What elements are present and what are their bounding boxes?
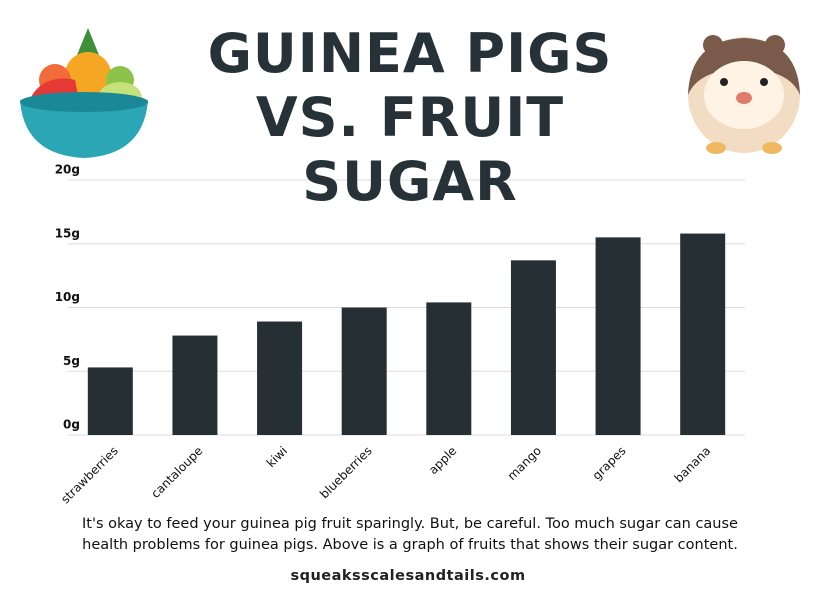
x-tick-label: mango bbox=[505, 444, 544, 483]
bar bbox=[172, 335, 218, 435]
bar bbox=[510, 260, 556, 435]
bar bbox=[595, 237, 641, 435]
y-tick-label: 20g bbox=[55, 163, 80, 177]
y-tick-label: 5g bbox=[63, 354, 80, 368]
source: squeaksscalesandtails.com bbox=[290, 568, 526, 584]
bar bbox=[426, 302, 472, 435]
x-tick-label: banana bbox=[672, 444, 714, 486]
bar bbox=[341, 307, 387, 435]
bar bbox=[257, 321, 303, 435]
x-tick-label: blueberries bbox=[317, 444, 375, 502]
caption: It's okay to feed your guinea pig fruit … bbox=[82, 516, 738, 553]
guinea-pig-illustration bbox=[688, 35, 800, 154]
y-tick-label: 10g bbox=[55, 290, 80, 304]
x-tick-label: strawberries bbox=[58, 444, 121, 507]
fruit-bowl-illustration bbox=[20, 28, 148, 158]
x-tick-label: grapes bbox=[590, 444, 629, 483]
y-tick-label: 15g bbox=[55, 226, 80, 240]
x-tick-label: cantaloupe bbox=[148, 444, 205, 501]
x-tick-label: apple bbox=[426, 444, 459, 477]
x-tick-label: kiwi bbox=[264, 444, 290, 470]
y-tick-label: 0g bbox=[63, 418, 80, 432]
chart-title: GUINEA PIGS VS. FRUIT SUGAR bbox=[207, 22, 613, 213]
bar bbox=[680, 233, 726, 435]
bar bbox=[87, 367, 133, 435]
